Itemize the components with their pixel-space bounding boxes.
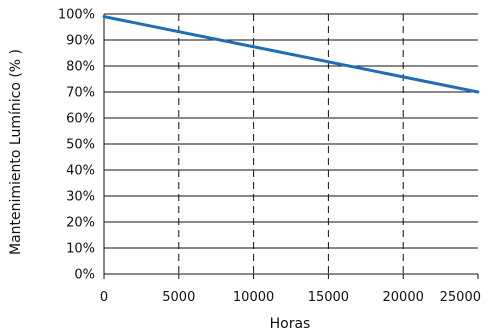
x-tick-label: 25000 [440,290,481,305]
y-axis-label: Mantenimiento Lumínico (% ) [8,49,24,255]
x-tick-label: 20000 [383,290,424,305]
y-tick-label: 30% [66,190,95,205]
y-tick-label: 10% [66,242,95,257]
x-tick-label: 5000 [162,290,195,305]
y-tick-label: 70% [66,86,95,101]
y-tick-label: 90% [66,34,95,49]
series-point [103,15,105,18]
x-axis-label: Horas [270,316,311,332]
axes-layer [103,14,479,279]
y-tick-label: 100% [58,8,95,23]
series-layer [102,15,480,94]
y-tick-label: 20% [66,216,95,231]
y-tick-label: 50% [66,138,95,153]
x-tick-label: 0 [100,290,108,305]
tick-labels-layer: 0% 10% 20% 30% 40% 50% 60% 70% 80% 90% 100% 0 5000 10… [58,8,481,306]
y-tick-label: 80% [66,60,95,75]
y-tick-label: 40% [66,164,95,179]
x-tick-label: 15000 [308,290,349,305]
y-tick-label: 0% [74,268,95,283]
grid-layer [104,13,478,275]
series-point [477,91,479,93]
series-line [102,15,480,94]
y-tick-label: 60% [66,112,95,127]
x-tick-label: 10000 [233,290,274,305]
